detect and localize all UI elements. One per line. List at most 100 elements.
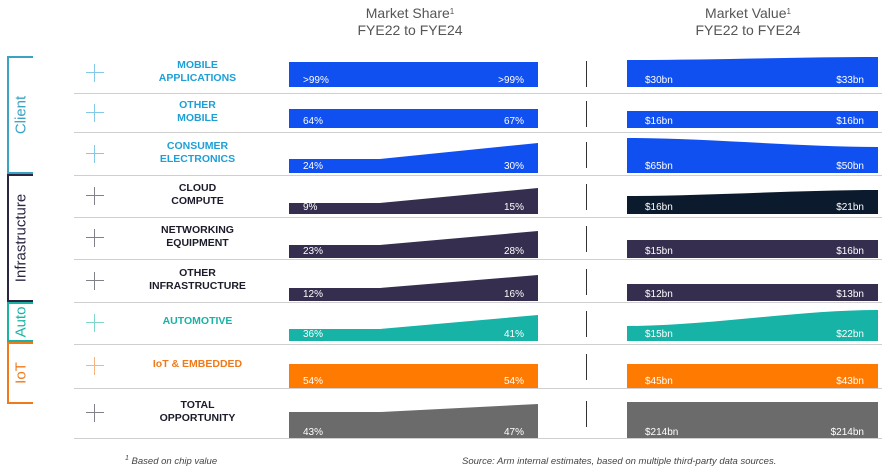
footnote-source-text: Source: Arm internal estimates, based on… bbox=[462, 456, 777, 467]
market-share-band bbox=[289, 62, 538, 87]
share-end-value: 30% bbox=[503, 161, 524, 172]
expand-plus-icon[interactable] bbox=[84, 185, 106, 207]
row-separator bbox=[74, 438, 882, 439]
row-label: OTHER MOBILE bbox=[115, 99, 280, 125]
market-value-title: Market Value bbox=[705, 5, 787, 21]
market-value-band bbox=[627, 240, 878, 258]
market-share-band bbox=[289, 404, 538, 439]
market-value-band bbox=[627, 138, 878, 173]
value-start-value: $15bn bbox=[645, 246, 673, 257]
market-share-band bbox=[289, 364, 538, 388]
value-end-value: $50bn bbox=[836, 161, 864, 172]
market-share-header: Market Share1 FYE22 to FYE24 bbox=[330, 5, 490, 39]
market-value-period: FYE22 to FYE24 bbox=[695, 22, 801, 38]
row-label-line: CONSUMER bbox=[166, 140, 229, 152]
row-separator bbox=[74, 93, 882, 94]
expand-plus-icon[interactable] bbox=[84, 62, 106, 84]
value-end-value: $16bn bbox=[836, 116, 864, 127]
share-start-value: 64% bbox=[303, 116, 324, 127]
segment-auto: Auto bbox=[7, 302, 33, 342]
value-start-value: $16bn bbox=[645, 202, 673, 213]
expand-plus-icon[interactable] bbox=[84, 355, 106, 377]
expand-plus-icon[interactable] bbox=[84, 402, 106, 424]
column-divider bbox=[586, 101, 587, 127]
value-end-value: $16bn bbox=[836, 246, 864, 257]
market-value-note-mark: 1 bbox=[786, 7, 791, 16]
share-start-value: 36% bbox=[303, 329, 324, 340]
row-label: CONSUMER ELECTRONICS bbox=[115, 140, 280, 166]
value-start-value: $45bn bbox=[645, 376, 673, 387]
row-label-line: NETWORKING bbox=[161, 224, 234, 236]
market-share-band bbox=[289, 231, 538, 258]
row-label-line: OTHER bbox=[179, 99, 216, 111]
share-start-value: 54% bbox=[303, 376, 324, 387]
share-end-value: 15% bbox=[503, 202, 524, 213]
market-share-band bbox=[289, 315, 538, 341]
row-label: OTHER INFRASTRUCTURE bbox=[115, 267, 280, 293]
share-start-value: 24% bbox=[303, 161, 324, 172]
market-share-note-mark: 1 bbox=[449, 7, 455, 16]
column-divider bbox=[586, 61, 587, 87]
market-value-band bbox=[627, 57, 878, 87]
column-divider bbox=[586, 401, 587, 427]
row-label: TOTAL OPPORTUNITY bbox=[115, 399, 280, 425]
expand-plus-icon[interactable] bbox=[84, 102, 106, 124]
share-end-value: 67% bbox=[503, 116, 524, 127]
share-start-value: 43% bbox=[303, 427, 324, 438]
market-share-band bbox=[289, 275, 538, 301]
value-start-value: $16bn bbox=[645, 116, 673, 127]
row-label: IoT & EMBEDDED bbox=[115, 358, 280, 371]
column-divider bbox=[586, 354, 587, 380]
market-value-band bbox=[627, 310, 878, 341]
market-share-band bbox=[289, 143, 538, 173]
share-end-value: 41% bbox=[503, 329, 524, 340]
segment-client: Client bbox=[7, 56, 33, 174]
row-label: NETWORKING EQUIPMENT bbox=[115, 224, 280, 250]
expand-plus-icon[interactable] bbox=[84, 143, 106, 165]
market-value-band bbox=[627, 402, 878, 439]
value-end-value: $33bn bbox=[836, 75, 864, 86]
row-label-line: CLOUD bbox=[178, 182, 217, 194]
value-start-value: $214bn bbox=[645, 427, 679, 438]
expand-plus-icon[interactable] bbox=[84, 227, 106, 249]
row-label-line: TOTAL bbox=[180, 399, 215, 411]
column-divider bbox=[586, 311, 587, 337]
value-end-value: $22bn bbox=[836, 329, 864, 340]
market-value-band bbox=[627, 364, 878, 388]
value-end-value: $21bn bbox=[836, 202, 864, 213]
share-start-value: 9% bbox=[303, 202, 318, 213]
share-start-value: 12% bbox=[303, 289, 324, 300]
value-end-value: $214bn bbox=[830, 427, 864, 438]
row-label-line: APPLICATIONS bbox=[158, 72, 237, 84]
share-end-value: 54% bbox=[503, 376, 524, 387]
row-label-line: OPPORTUNITY bbox=[159, 412, 236, 424]
market-share-band bbox=[289, 109, 538, 128]
row-separator bbox=[74, 388, 882, 389]
footnote-source: Source: Arm internal estimates, based on… bbox=[462, 456, 776, 467]
column-divider bbox=[586, 142, 587, 168]
footnote-chip-value: 1 Based on chip value bbox=[125, 455, 217, 467]
column-divider bbox=[586, 184, 587, 210]
share-start-value: >99% bbox=[303, 75, 329, 86]
row-label-line: INFRASTRUCTURE bbox=[149, 280, 246, 292]
value-start-value: $15bn bbox=[645, 329, 673, 340]
row-label-line: OTHER bbox=[179, 267, 216, 279]
value-start-value: $12bn bbox=[645, 289, 673, 300]
row-label-line: IoT & EMBEDDED bbox=[152, 358, 243, 370]
row-label-line: EQUIPMENT bbox=[166, 237, 229, 249]
market-share-band bbox=[289, 188, 538, 214]
segment-iot: IoT bbox=[7, 342, 33, 404]
share-end-value: >99% bbox=[498, 75, 524, 86]
row-label-line: COMPUTE bbox=[171, 195, 224, 207]
row-separator bbox=[74, 259, 882, 260]
row-label-line: AUTOMOTIVE bbox=[162, 315, 233, 327]
row-label-line: MOBILE bbox=[177, 112, 218, 124]
share-end-value: 47% bbox=[503, 427, 524, 438]
expand-plus-icon[interactable] bbox=[84, 312, 106, 334]
market-value-band bbox=[627, 190, 878, 214]
column-divider bbox=[586, 226, 587, 252]
share-end-value: 28% bbox=[503, 246, 524, 257]
expand-plus-icon[interactable] bbox=[84, 270, 106, 292]
market-share-period: FYE22 to FYE24 bbox=[357, 22, 463, 38]
